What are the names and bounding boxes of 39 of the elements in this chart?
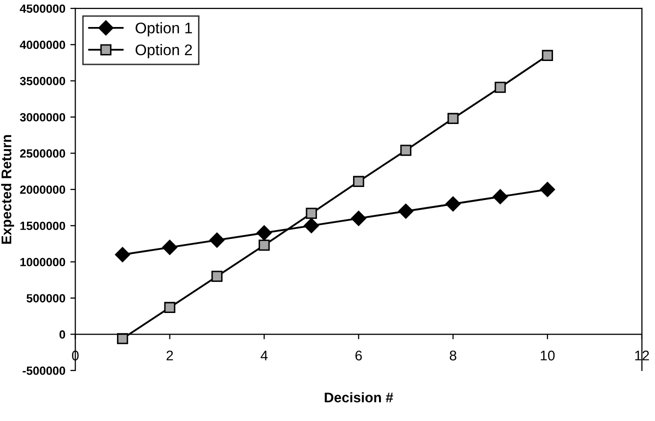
- point: [542, 50, 554, 62]
- point: [258, 240, 270, 251]
- legend-label: Option 2: [136, 44, 192, 58]
- y-tick-label: 1000000: [20, 258, 66, 266]
- point: [445, 196, 461, 212]
- point: [114, 247, 130, 262]
- point: [209, 232, 225, 248]
- y-tick-label: 4000000: [20, 40, 66, 50]
- y-tick-label: 2500000: [20, 149, 66, 158]
- x-tick-label: 6: [355, 350, 362, 360]
- y-tick-label: 0: [60, 330, 66, 339]
- y-tick-label: -500000: [22, 366, 66, 375]
- point: [164, 302, 176, 314]
- point: [256, 225, 272, 240]
- point: [304, 218, 319, 234]
- y-tick-label: 3500000: [20, 76, 66, 86]
- point: [400, 144, 412, 156]
- x-tick-label: 4: [260, 350, 268, 360]
- point: [494, 82, 506, 93]
- x-tick-label: 8: [450, 350, 456, 360]
- point: [447, 112, 459, 124]
- point: [492, 189, 508, 204]
- legend-label: Option 1: [136, 22, 192, 36]
- y-tick-label: 2000000: [20, 185, 66, 194]
- point: [351, 210, 366, 226]
- x-tick-label: 10: [540, 350, 555, 360]
- point: [211, 270, 223, 282]
- point: [162, 240, 178, 255]
- point: [398, 204, 414, 219]
- y-axis-title: Expected Return: [1, 135, 14, 244]
- y-tick-label: 1500000: [20, 222, 66, 230]
- point: [540, 182, 556, 198]
- point: [306, 208, 317, 219]
- y-tick-label: 4500000: [20, 4, 66, 13]
- y-tick-label: 3000000: [20, 113, 66, 122]
- y-tick-label: 500000: [26, 294, 66, 302]
- x-tick-label: 2: [166, 350, 173, 360]
- point: [353, 176, 364, 188]
- x-axis-title: Decision #: [324, 392, 394, 402]
